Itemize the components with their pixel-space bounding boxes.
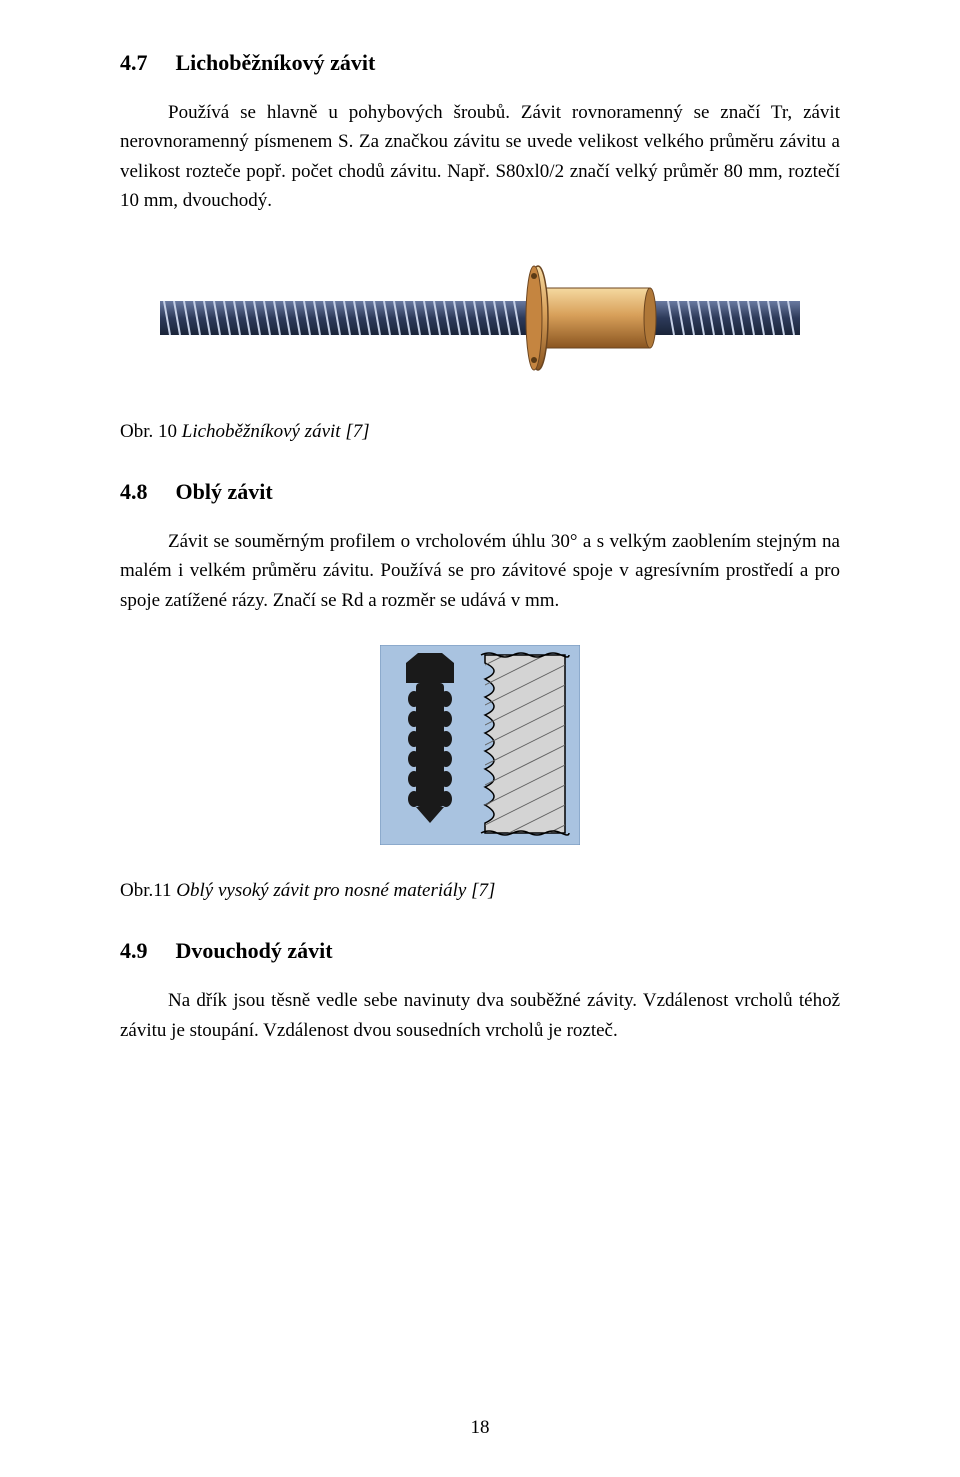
caption-prefix: Obr. 10: [120, 421, 177, 442]
section-heading-4-9: 4.9 Dvouchodý závit: [120, 938, 840, 964]
figure-trapezoidal-thread: [120, 246, 840, 391]
trapezoidal-thread-illustration: [160, 246, 800, 386]
section-number: 4.7: [120, 50, 148, 76]
figure-round-thread: [120, 645, 840, 850]
figure-2-caption: Obr.11 Oblý vysoký závit pro nosné mater…: [120, 880, 840, 902]
figure-1-caption: Obr. 10 Lichoběžníkový závit [7]: [120, 421, 840, 443]
section-4-9-paragraph: Na dřík jsou těsně vedle sebe navinuty d…: [120, 986, 840, 1045]
section-number: 4.9: [120, 938, 148, 964]
section-title: Dvouchodý závit: [176, 938, 333, 964]
section-4-8-paragraph: Závit se souměrným profilem o vrcholovém…: [120, 527, 840, 615]
page-number: 18: [0, 1417, 960, 1439]
section-4-7-paragraph: Používá se hlavně u pohybových šroubů. Z…: [120, 98, 840, 216]
caption-text: Oblý vysoký závit pro nosné materiály [7…: [172, 880, 496, 901]
section-number: 4.8: [120, 479, 148, 505]
section-heading-4-8: 4.8 Oblý závit: [120, 479, 840, 505]
section-title: Oblý závit: [176, 479, 273, 505]
section-title: Lichoběžníkový závit: [176, 50, 376, 76]
round-thread-illustration: [380, 645, 580, 845]
caption-text: Lichoběžníkový závit [7]: [177, 421, 370, 442]
section-heading-4-7: 4.7 Lichoběžníkový závit: [120, 50, 840, 76]
caption-prefix: Obr.11: [120, 880, 172, 901]
